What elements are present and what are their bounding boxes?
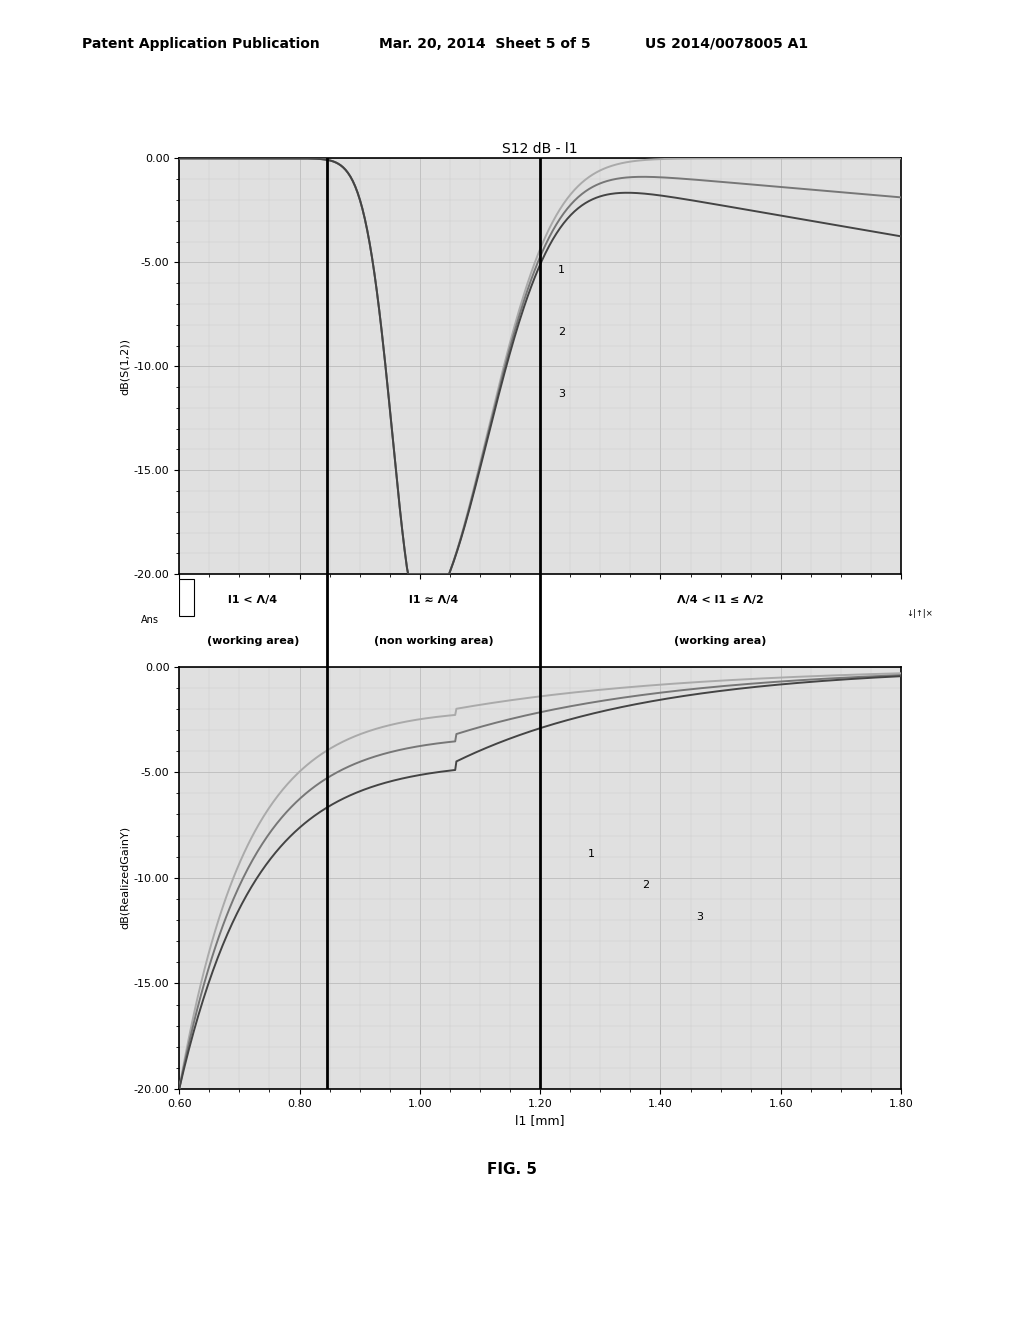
- Text: (working area): (working area): [675, 636, 767, 645]
- Text: ↓|↑|×: ↓|↑|×: [906, 610, 933, 618]
- Text: 1: 1: [588, 849, 595, 859]
- Bar: [179, 578, 195, 615]
- Text: (non working area): (non working area): [374, 636, 494, 645]
- Text: 2: 2: [642, 880, 649, 891]
- Text: Ans: Ans: [140, 615, 159, 626]
- Text: 3: 3: [696, 912, 703, 923]
- Title: S12 dB - l1: S12 dB - l1: [503, 141, 578, 156]
- Text: Mar. 20, 2014  Sheet 5 of 5: Mar. 20, 2014 Sheet 5 of 5: [379, 37, 591, 51]
- X-axis label: l1 [mm]: l1 [mm]: [515, 1114, 565, 1127]
- Text: Λ/4 < l1 ≤ Λ/2: Λ/4 < l1 ≤ Λ/2: [677, 595, 764, 605]
- Text: l1 < Λ/4: l1 < Λ/4: [228, 595, 278, 605]
- Text: Patent Application Publication: Patent Application Publication: [82, 37, 319, 51]
- Y-axis label: dB(RealizedGainY): dB(RealizedGainY): [120, 826, 130, 929]
- Text: l1 ≈ Λ/4: l1 ≈ Λ/4: [409, 595, 458, 605]
- Y-axis label: dB(S(1,2)): dB(S(1,2)): [120, 338, 130, 395]
- Text: 1: 1: [558, 265, 565, 275]
- Text: US 2014/0078005 A1: US 2014/0078005 A1: [645, 37, 808, 51]
- Text: FIG. 5: FIG. 5: [487, 1163, 537, 1177]
- Text: 3: 3: [558, 389, 565, 400]
- Text: (working area): (working area): [207, 636, 299, 645]
- Text: 2: 2: [558, 327, 565, 337]
